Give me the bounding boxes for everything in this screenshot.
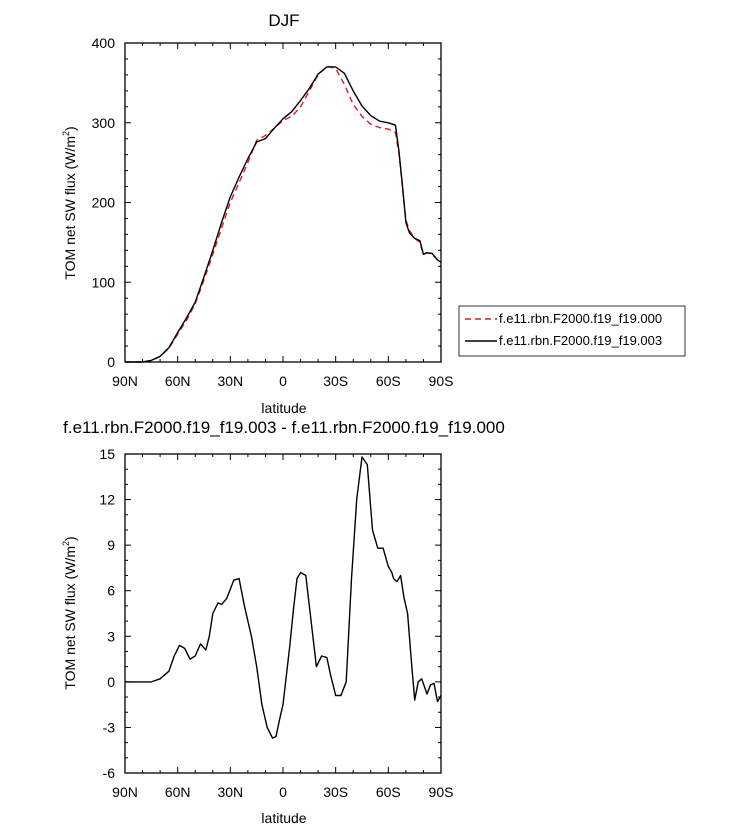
top-series-line-1 bbox=[125, 66, 442, 363]
top-x-tick-label: 90N bbox=[112, 373, 138, 389]
top-legend: f.e11.rbn.F2000.f19_f19.000 f.e11.rbn.F2… bbox=[458, 305, 686, 357]
legend-label-series-1: f.e11.rbn.F2000.f19_f19.003 bbox=[499, 333, 662, 348]
top-x-tick-label: 60S bbox=[376, 373, 401, 389]
top-y-tick-label: 300 bbox=[92, 115, 116, 131]
bottom-plot-frame bbox=[124, 453, 442, 774]
bottom-x-axis-label: latitude bbox=[261, 810, 306, 826]
bottom-chart-title: f.e11.rbn.F2000.f19_f19.003 - f.e11.rbn.… bbox=[63, 418, 505, 437]
bottom-y-tick-label: 3 bbox=[107, 628, 115, 644]
top-panel: DJF 90N 60N 30N 0 30S 60S 90S 0 100 200 300 400 lat… bbox=[61, 11, 686, 416]
top-y-tick-label: 400 bbox=[92, 35, 116, 51]
bottom-y-tick-label: 15 bbox=[99, 446, 115, 462]
top-series-line-0 bbox=[125, 65, 442, 363]
bottom-y-tick-label: -6 bbox=[103, 765, 116, 781]
bottom-series-line-0 bbox=[125, 456, 442, 739]
bottom-x-tick-label: 30N bbox=[217, 784, 243, 800]
bottom-x-tick-label: 0 bbox=[279, 784, 287, 800]
bottom-y-tick-label: 0 bbox=[107, 674, 115, 690]
top-x-tick-label: 30S bbox=[323, 373, 348, 389]
top-plot-frame bbox=[124, 42, 442, 363]
top-x-axis-label: latitude bbox=[261, 400, 306, 416]
bottom-y-tick-label: 12 bbox=[99, 492, 115, 508]
bottom-x-tick-label: 90S bbox=[429, 784, 454, 800]
bottom-y-axis-label: TOM net SW flux (W/m2) bbox=[61, 536, 78, 689]
bottom-y-tick-label: 9 bbox=[107, 537, 115, 553]
top-y-tick-label: 200 bbox=[92, 195, 116, 211]
bottom-x-tick-label: 60N bbox=[165, 784, 191, 800]
legend-label-series-0: f.e11.rbn.F2000.f19_f19.000 bbox=[499, 311, 662, 326]
top-x-tick-label: 0 bbox=[279, 373, 287, 389]
legend-box bbox=[458, 305, 686, 357]
top-x-tick-label: 90S bbox=[429, 373, 454, 389]
bottom-x-tick-label: 90N bbox=[112, 784, 138, 800]
top-x-tick-label: 30N bbox=[217, 373, 243, 389]
bottom-x-tick-label: 30S bbox=[323, 784, 348, 800]
bottom-panel: f.e11.rbn.F2000.f19_f19.003 - f.e11.rbn.… bbox=[61, 418, 505, 826]
bottom-x-tick-label: 60S bbox=[376, 784, 401, 800]
top-chart-title: DJF bbox=[268, 11, 299, 30]
top-y-tick-label: 0 bbox=[107, 354, 115, 370]
bottom-y-tick-label: -3 bbox=[103, 719, 116, 735]
top-y-axis-label: TOM net SW flux (W/m2) bbox=[61, 126, 78, 279]
top-x-tick-label: 60N bbox=[165, 373, 191, 389]
bottom-y-tick-label: 6 bbox=[107, 583, 115, 599]
top-y-tick-label: 100 bbox=[92, 274, 116, 290]
